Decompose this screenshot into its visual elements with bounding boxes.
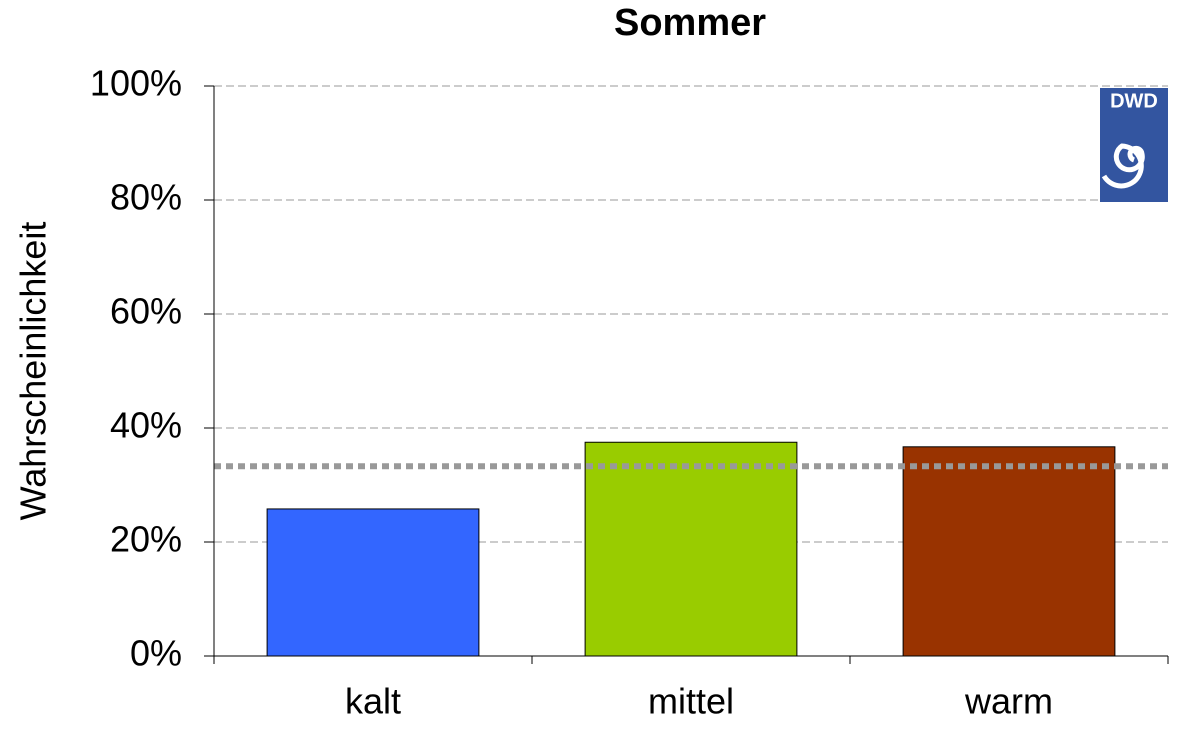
y-tick-label: 20% (110, 519, 182, 560)
x-tick-label: kalt (345, 681, 401, 722)
x-tick-label: warm (964, 681, 1053, 722)
y-axis-label: Wahrscheinlichkeit (13, 222, 54, 521)
x-tick-label: mittel (648, 681, 734, 722)
bar (902, 446, 1116, 657)
logo-spiral (1101, 143, 1145, 189)
y-tick-label: 60% (110, 291, 182, 332)
chart-title: Sommer (614, 2, 766, 44)
bar (584, 441, 798, 657)
y-tick-label: 100% (90, 63, 182, 104)
y-tick-label: 40% (110, 405, 182, 446)
logo: DWD (1100, 88, 1168, 202)
bar (266, 508, 480, 657)
y-tick-label: 80% (110, 177, 182, 218)
logo-text: DWD (1110, 90, 1158, 112)
y-tick-label: 0% (130, 633, 182, 674)
